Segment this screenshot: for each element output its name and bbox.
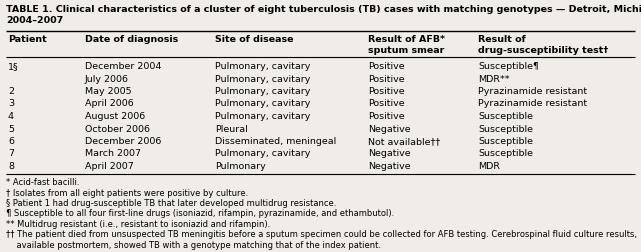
Text: October 2006: October 2006 [85, 124, 150, 133]
Text: Negative: Negative [368, 161, 411, 170]
Text: Susceptible: Susceptible [478, 149, 533, 158]
Text: ** Multidrug resistant (i.e., resistant to isoniazid and rifampin).: ** Multidrug resistant (i.e., resistant … [6, 219, 271, 228]
Text: 6: 6 [8, 137, 14, 145]
Text: Positive: Positive [368, 99, 404, 108]
Text: March 2007: March 2007 [85, 149, 141, 158]
Text: Negative: Negative [368, 149, 411, 158]
Text: * Acid-fast bacilli.: * Acid-fast bacilli. [6, 177, 79, 186]
Text: TABLE 1. Clinical characteristics of a cluster of eight tuberculosis (TB) cases : TABLE 1. Clinical characteristics of a c… [6, 5, 641, 25]
Text: Not available††: Not available†† [368, 137, 440, 145]
Text: Pulmonary: Pulmonary [215, 161, 266, 170]
Text: Positive: Positive [368, 62, 404, 71]
Text: Susceptible: Susceptible [478, 124, 533, 133]
Text: April 2006: April 2006 [85, 99, 134, 108]
Text: MDR**: MDR** [478, 74, 510, 83]
Text: ¶ Susceptible to all four first-line drugs (isoniazid, rifampin, pyrazinamide, a: ¶ Susceptible to all four first-line dru… [6, 209, 394, 218]
Text: Site of disease: Site of disease [215, 35, 294, 44]
Text: § Patient 1 had drug-susceptible TB that later developed multidrug resistance.: § Patient 1 had drug-susceptible TB that… [6, 198, 337, 207]
Text: 2: 2 [8, 87, 14, 96]
Text: Pulmonary, cavitary: Pulmonary, cavitary [215, 87, 310, 96]
Text: Pulmonary, cavitary: Pulmonary, cavitary [215, 112, 310, 120]
Text: Pulmonary, cavitary: Pulmonary, cavitary [215, 62, 310, 71]
Text: Susceptible¶: Susceptible¶ [478, 62, 539, 71]
Text: April 2007: April 2007 [85, 161, 134, 170]
Text: †† The patient died from unsuspected TB meningitis before a sputum specimen coul: †† The patient died from unsuspected TB … [6, 230, 637, 249]
Text: Pyrazinamide resistant: Pyrazinamide resistant [478, 99, 587, 108]
Text: Pulmonary, cavitary: Pulmonary, cavitary [215, 74, 310, 83]
Text: Pulmonary, cavitary: Pulmonary, cavitary [215, 149, 310, 158]
Text: Positive: Positive [368, 74, 404, 83]
Text: Result of
drug-susceptibility test†: Result of drug-susceptibility test† [478, 35, 608, 54]
Text: 7: 7 [8, 149, 14, 158]
Text: July 2006: July 2006 [85, 74, 129, 83]
Text: Positive: Positive [368, 87, 404, 96]
Text: 1§: 1§ [8, 62, 19, 71]
Text: 8: 8 [8, 161, 14, 170]
Text: 3: 3 [8, 99, 14, 108]
Text: December 2004: December 2004 [85, 62, 162, 71]
Text: December 2006: December 2006 [85, 137, 162, 145]
Text: Negative: Negative [368, 124, 411, 133]
Text: Result of AFB*
sputum smear: Result of AFB* sputum smear [368, 35, 445, 54]
Text: MDR: MDR [478, 161, 500, 170]
Text: Positive: Positive [368, 112, 404, 120]
Text: † Isolates from all eight patients were positive by culture.: † Isolates from all eight patients were … [6, 188, 248, 197]
Text: August 2006: August 2006 [85, 112, 146, 120]
Text: Susceptible: Susceptible [478, 112, 533, 120]
Text: 5: 5 [8, 124, 14, 133]
Text: Date of diagnosis: Date of diagnosis [85, 35, 178, 44]
Text: Pulmonary, cavitary: Pulmonary, cavitary [215, 99, 310, 108]
Text: Patient: Patient [8, 35, 47, 44]
Text: Pyrazinamide resistant: Pyrazinamide resistant [478, 87, 587, 96]
Text: May 2005: May 2005 [85, 87, 131, 96]
Text: 4: 4 [8, 112, 14, 120]
Text: Disseminated, meningeal: Disseminated, meningeal [215, 137, 337, 145]
Text: Susceptible: Susceptible [478, 137, 533, 145]
Text: Pleural: Pleural [215, 124, 248, 133]
